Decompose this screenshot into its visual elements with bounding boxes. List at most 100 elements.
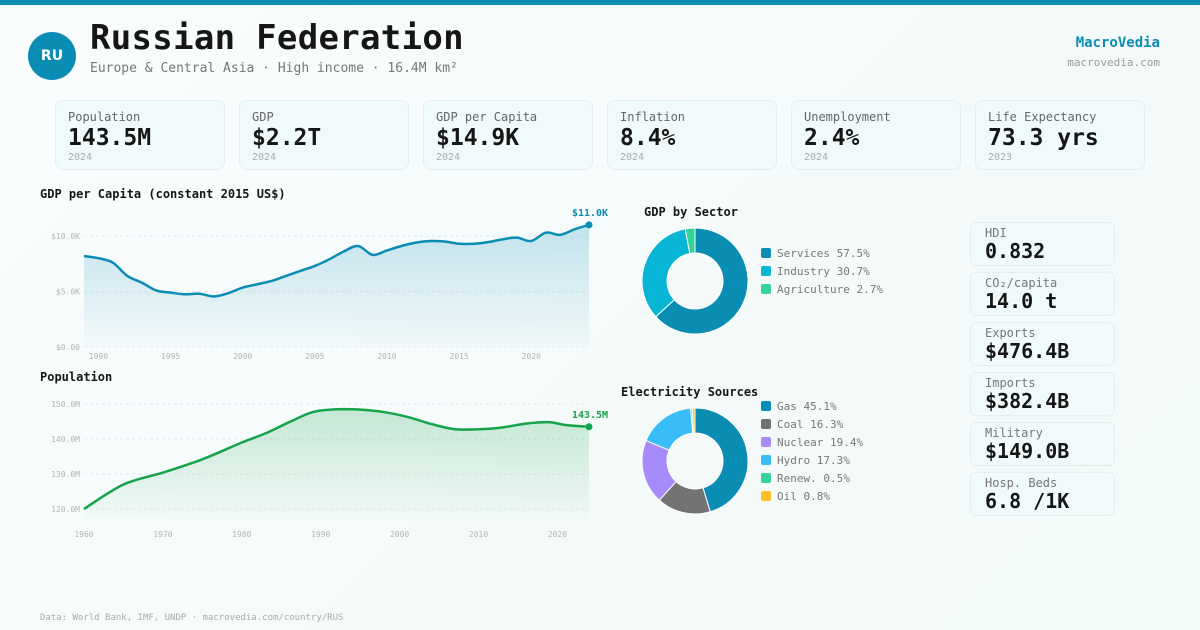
legend-label: Services 57.5% [777,246,870,260]
kpi-value: $14.9K [436,125,520,151]
legend-swatch [761,266,771,276]
legend-label: Hydro 17.3% [777,453,850,467]
legend-item: Hydro 17.3% [761,451,863,469]
legend-swatch [761,248,771,258]
x-tick-label: 1960 [74,530,93,539]
page-title: Russian Federation [90,18,464,58]
legend-item: Coal 16.3% [761,415,863,433]
donut-slice-industry [641,228,691,318]
kpi-year: 2024 [68,152,93,163]
donut-slice-services [655,227,749,335]
kpi-value: 73.3 yrs [988,125,1099,151]
stat-label: Military [985,426,1043,440]
gdp-sector-donut [641,227,749,335]
area-fill [84,409,589,520]
side-stats: HDI 0.832 CO₂/capita 14.0 t Exports $476… [970,222,1115,516]
y-tick-label: $5.0K [56,288,80,297]
legend-swatch [761,419,771,429]
legend-swatch [761,401,771,411]
gdp-per-capita-chart: $0.00 $5.0K $10.0K 1990 1995 2000 2005 2010 2015… [51,208,608,361]
stat-card-exports: Exports $476.4B [970,322,1115,366]
legend-item: Services 57.5% [761,244,883,262]
sector-chart-title: GDP by Sector [644,205,738,219]
stat-value: $149.0B [985,439,1070,463]
kpi-card-population: Population 143.5M 2024 [55,100,225,170]
stat-value: 6.8 /1K [985,489,1070,513]
donut-slice-oil [691,407,696,434]
x-tick-label: 1990 [89,352,108,361]
donut-slice-gas [694,407,749,513]
x-tick-label: 2000 [390,530,409,539]
stat-value: $382.4B [985,389,1070,413]
x-tick-label: 1990 [311,530,330,539]
country-badge: RU [28,32,76,80]
stat-card-hospital-beds: Hosp. Beds 6.8 /1K [970,472,1115,516]
kpi-row: Population 143.5M 2024 GDP $2.2T 2024 GD… [55,100,1145,170]
kpi-year: 2024 [620,152,645,163]
sector-legend: Services 57.5% Industry 30.7% Agriculture … [761,244,883,298]
brand-url[interactable]: macrovedia.com [1067,56,1160,69]
kpi-value: 8.4% [620,125,676,151]
stat-value: 14.0 t [985,289,1058,313]
population-chart-title: Population [40,370,113,384]
legend-swatch [761,491,771,501]
y-tick-label: 140.0M [51,435,80,444]
x-tick-label: 1980 [232,530,251,539]
kpi-year: 2024 [252,152,277,163]
stat-label: HDI [985,226,1007,240]
legend-label: Nuclear 19.4% [777,435,864,449]
donut-slice-agriculture [684,227,696,255]
x-tick-label: 2005 [305,352,324,361]
end-point-marker [585,423,593,431]
y-tick-label: 150.0M [51,400,80,409]
kpi-card-unemployment: Unemployment 2.4% 2024 [791,100,961,170]
x-tick-label: 2020 [522,352,541,361]
kpi-value: 143.5M [68,125,152,151]
electricity-legend: Gas 45.1% Coal 16.3% Nuclear 19.4% Hydro 17… [761,397,863,505]
kpi-value: $2.2T [252,125,322,151]
legend-label: Gas 45.1% [777,399,837,413]
stat-card-imports: Imports $382.4B [970,372,1115,416]
legend-label: Renew. 0.5% [777,471,850,485]
brand-logo[interactable]: MacroVedia [1075,35,1160,51]
population-chart: 120.0M 130.0M 140.0M 150.0M 1960 1970 1980 1990… [51,400,608,539]
legend-item: Agriculture 2.7% [761,280,883,298]
footer-source: Data: World Bank, IMF, UNDP · macrovedia… [40,613,344,623]
gdp-chart-title: GDP per Capita (constant 2015 US$) [40,187,286,201]
stat-label: Hosp. Beds [985,476,1058,490]
x-tick-label: 2010 [377,352,396,361]
kpi-card-life-expectancy: Life Expectancy 73.3 yrs 2023 [975,100,1145,170]
y-tick-label: $0.00 [56,343,80,352]
x-tick-label: 1970 [153,530,172,539]
stat-label: CO₂/capita [985,276,1058,290]
kpi-card-gdp-per-capita: GDP per Capita $14.9K 2024 [423,100,593,170]
kpi-label: Inflation [620,110,686,124]
kpi-year: 2024 [804,152,829,163]
legend-item: Gas 45.1% [761,397,863,415]
legend-label: Oil 0.8% [777,489,830,503]
kpi-label: Unemployment [804,110,891,124]
end-point-marker [585,221,593,229]
kpi-year: 2024 [436,152,461,163]
area-fill [84,224,589,347]
stat-card-co2: CO₂/capita 14.0 t [970,272,1115,316]
x-tick-label: 2000 [233,352,252,361]
legend-item: Nuclear 19.4% [761,433,863,451]
legend-swatch [761,473,771,483]
x-tick-label: 2010 [469,530,488,539]
kpi-card-gdp: GDP $2.2T 2024 [239,100,409,170]
stat-value: $476.4B [985,339,1070,363]
y-tick-label: 130.0M [51,470,80,479]
page-subtitle: Europe & Central Asia · High income · 16… [90,61,458,76]
stat-value: 0.832 [985,239,1046,263]
series-line [83,223,590,298]
kpi-label: GDP [252,110,274,124]
legend-label: Agriculture 2.7% [777,282,883,296]
x-tick-label: 2020 [548,530,567,539]
kpi-value: 2.4% [804,125,860,151]
kpi-label: Population [68,110,141,124]
legend-item: Oil 0.8% [761,487,863,505]
legend-item: Industry 30.7% [761,262,883,280]
series-line [83,407,590,511]
electricity-chart-title: Electricity Sources [621,385,759,399]
